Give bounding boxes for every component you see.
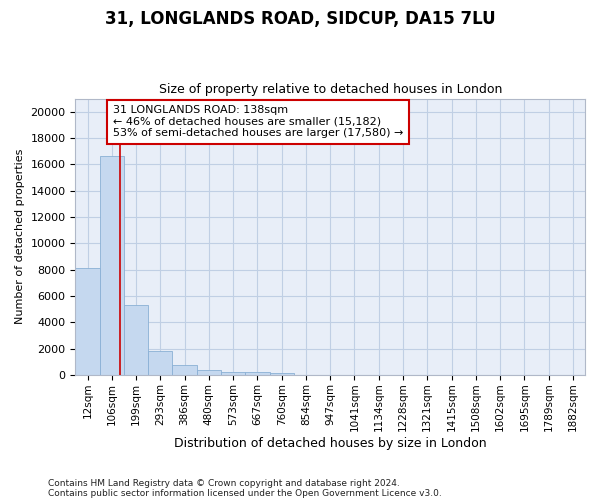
Text: 31 LONGLANDS ROAD: 138sqm
← 46% of detached houses are smaller (15,182)
53% of s: 31 LONGLANDS ROAD: 138sqm ← 46% of detac… [113,105,403,138]
Bar [197,370,221,375]
Title: Size of property relative to detached houses in London: Size of property relative to detached ho… [158,83,502,96]
Bar [245,372,269,375]
X-axis label: Distribution of detached houses by size in London: Distribution of detached houses by size … [174,437,487,450]
Bar [221,372,245,375]
Bar [100,156,124,375]
Text: Contains public sector information licensed under the Open Government Licence v3: Contains public sector information licen… [48,488,442,498]
Bar [172,365,197,375]
Y-axis label: Number of detached properties: Number of detached properties [15,149,25,324]
Bar [148,350,172,375]
Bar [124,306,148,375]
Text: Contains HM Land Registry data © Crown copyright and database right 2024.: Contains HM Land Registry data © Crown c… [48,478,400,488]
Bar [269,372,294,375]
Text: 31, LONGLANDS ROAD, SIDCUP, DA15 7LU: 31, LONGLANDS ROAD, SIDCUP, DA15 7LU [104,10,496,28]
Bar [76,268,100,375]
